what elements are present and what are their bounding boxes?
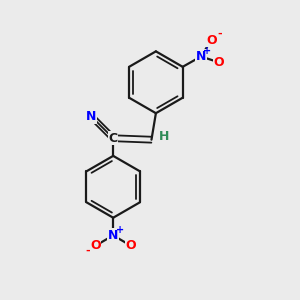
Text: O: O <box>214 56 224 69</box>
Text: -: - <box>217 29 222 39</box>
Text: +: + <box>203 46 211 56</box>
Text: N: N <box>86 110 97 123</box>
Text: C: C <box>109 132 118 145</box>
Text: H: H <box>159 130 169 143</box>
Text: N: N <box>108 229 119 242</box>
Text: N: N <box>196 50 206 63</box>
Text: +: + <box>116 225 124 235</box>
Text: -: - <box>85 246 90 256</box>
Text: O: O <box>90 239 101 252</box>
Text: O: O <box>206 34 217 47</box>
Text: O: O <box>125 239 136 252</box>
